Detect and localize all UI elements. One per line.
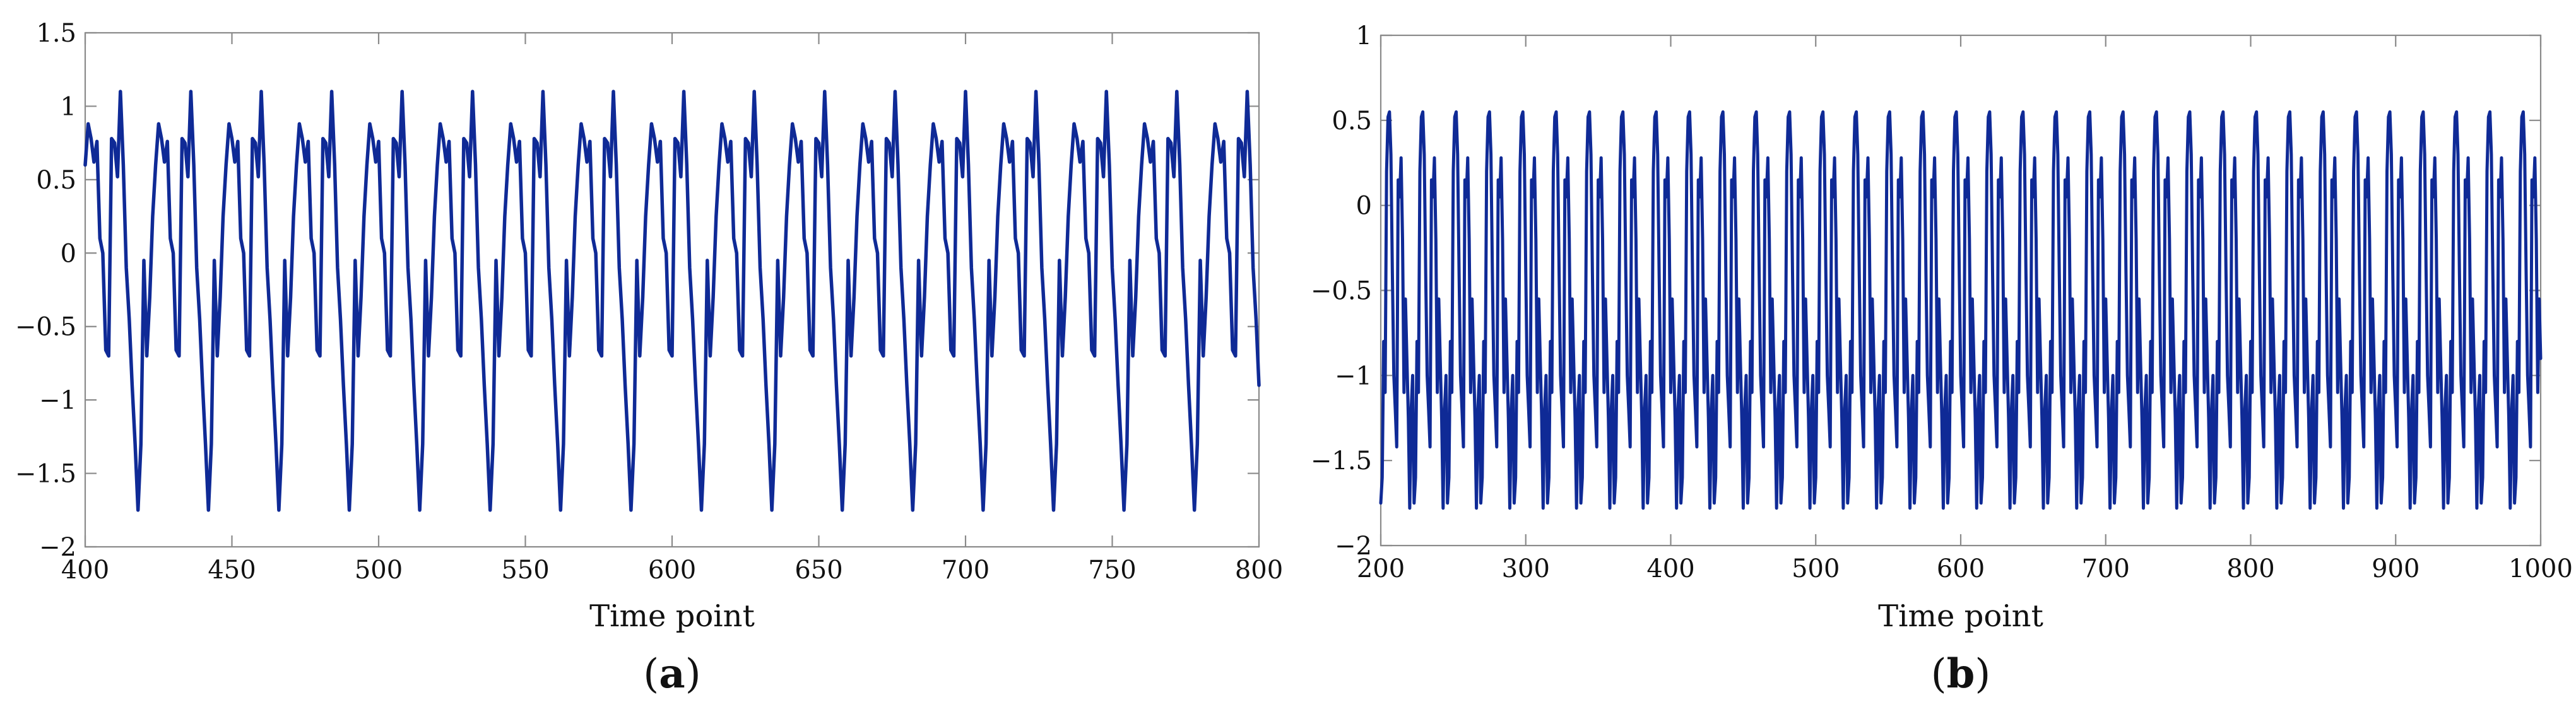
x-tick-label: 800: [2226, 554, 2274, 583]
y-tick-label: −1: [1335, 361, 1372, 390]
panel-a: 1.5 1 0.5 0 −0.5 −1 −1.5 −2 400 450 500 550 600 650 7…: [15, 19, 1283, 698]
y-tick-label: 0.5: [36, 166, 76, 195]
x-tick-label: 800: [1235, 556, 1283, 585]
x-tick-label: 400: [1646, 554, 1694, 583]
y-tick-label: −0.5: [15, 313, 76, 342]
y-tick-label: −1.5: [15, 460, 76, 489]
x-tick-label: 650: [795, 556, 842, 585]
x-tick-label: 700: [942, 556, 990, 585]
x-tick-label: 600: [1937, 554, 1985, 583]
x-tick-label: 750: [1088, 556, 1136, 585]
panel-letter-b: b: [1947, 650, 1975, 698]
panel-b: 1 0.5 0 −0.5 −1 −1.5 −2 200 300 400 500 600 700 800 9…: [1311, 21, 2573, 698]
series-line-b: [1379, 110, 2543, 510]
x-tick-label: 300: [1502, 554, 1550, 583]
x-tick-label: 900: [2372, 554, 2419, 583]
y-tick-label: 1: [1356, 21, 1372, 50]
x-tick-label: 200: [1357, 554, 1405, 583]
panel-label-a: (a): [643, 650, 700, 698]
panel-label-b: (b): [1931, 650, 1991, 698]
y-tick-label: −2: [1335, 532, 1372, 561]
y-tick-label: 0: [61, 239, 76, 268]
series-line-a: [83, 90, 1261, 512]
x-tick-label: 500: [1792, 554, 1840, 583]
x-tick-label: 550: [501, 556, 549, 585]
y-tick-label: −2: [39, 533, 76, 562]
x-tick-label: 700: [2082, 554, 2130, 583]
panel-letter-a: a: [659, 650, 685, 698]
x-tick-label: 400: [61, 556, 109, 585]
x-tick-label: 1000: [2508, 554, 2573, 583]
x-tick-label: 500: [355, 556, 403, 585]
x-axis-label-b: Time point: [1878, 599, 2043, 634]
x-tick-label: 450: [208, 556, 256, 585]
x-axis-ticks-b: 200 300 400 500 600 700 800 900 1000: [1357, 35, 2573, 583]
y-tick-label: 0.5: [1332, 107, 1372, 136]
y-tick-label: 1.5: [36, 19, 76, 48]
y-tick-label: −1.5: [1311, 447, 1372, 476]
y-axis-ticks-a: 1.5 1 0.5 0 −0.5 −1 −1.5 −2: [15, 19, 1259, 562]
y-tick-label: −0.5: [1311, 277, 1372, 306]
y-tick-label: 0: [1356, 192, 1372, 221]
x-axis-ticks-a: 400 450 500 550 600 650 700 750 800: [61, 33, 1283, 585]
x-axis-label-a: Time point: [589, 599, 755, 634]
y-tick-label: −1: [39, 386, 76, 415]
x-tick-label: 600: [648, 556, 696, 585]
y-axis-ticks-b: 1 0.5 0 −0.5 −1 −1.5 −2: [1311, 21, 2541, 561]
y-tick-label: 1: [61, 92, 76, 121]
